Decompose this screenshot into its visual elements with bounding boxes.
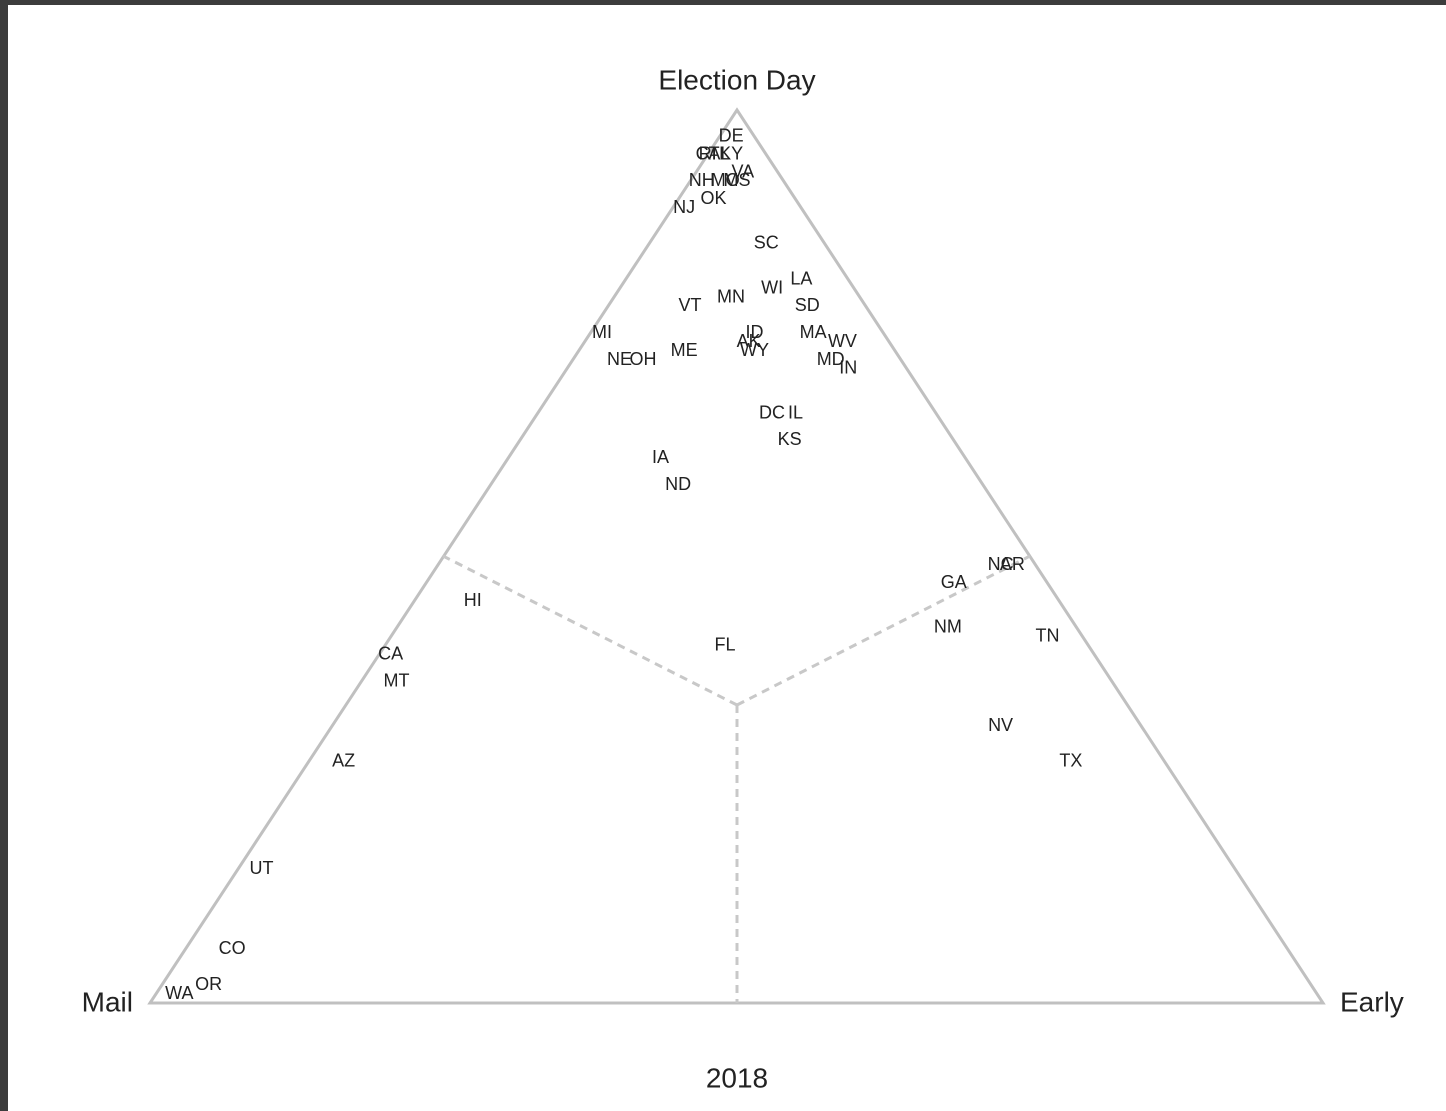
state-label: KS (778, 429, 802, 449)
state-label: MN (717, 286, 745, 306)
state-label: ID (745, 322, 763, 342)
state-label: NV (988, 715, 1013, 735)
state-label: WA (165, 983, 193, 1003)
state-label: OK (700, 188, 726, 208)
state-label: KY (719, 143, 743, 163)
state-label: ND (665, 474, 691, 494)
triangle (147, 107, 1326, 1005)
state-label: HI (464, 590, 482, 610)
state-label: NM (934, 617, 962, 637)
state-label: WV (828, 331, 857, 351)
state-label: MA (800, 322, 827, 342)
state-label: VA (731, 161, 754, 181)
state-label: CA (378, 643, 403, 663)
state-label: MD (817, 349, 845, 369)
state-label: NJ (673, 197, 695, 217)
state-label: IA (652, 447, 669, 467)
state-label: AR (1000, 554, 1025, 574)
state-label: SC (754, 233, 779, 253)
state-label: CT (696, 143, 720, 163)
state-label: AZ (332, 751, 355, 771)
state-label: MO (711, 170, 740, 190)
axis-label-top: Election Day (658, 64, 815, 95)
state-label: RI (699, 143, 717, 163)
region-divider (442, 554, 738, 707)
state-label: NC (988, 554, 1014, 574)
state-label: GA (941, 572, 967, 592)
state-label: IL (788, 402, 803, 422)
state-label: MS (723, 170, 750, 190)
state-label: CO (219, 938, 246, 958)
state-label: AK (737, 331, 761, 351)
state-label: VT (678, 295, 701, 315)
page (8, 5, 1446, 1111)
state-label: NE (607, 349, 632, 369)
state-label: FL (714, 635, 735, 655)
state-label: AL (708, 143, 730, 163)
chart-title: 2018 (706, 1062, 768, 1093)
state-label: NH (689, 170, 715, 190)
state-label: IN (839, 358, 857, 378)
state-label: WI (761, 277, 783, 297)
region-divider (736, 554, 1031, 707)
state-label: TX (1059, 751, 1082, 771)
state-label: TN (1036, 626, 1060, 646)
state-label: MT (384, 670, 410, 690)
state-label: DC (759, 402, 785, 422)
state-label: MI (592, 322, 612, 342)
axis-label-right: Early (1340, 986, 1404, 1017)
state-label: DE (719, 126, 744, 146)
state-label: ME (671, 340, 698, 360)
state-label: LA (790, 268, 812, 288)
state-label: UT (250, 858, 274, 878)
state-label: OR (195, 974, 222, 994)
state-label: WY (740, 340, 769, 360)
state-label: SD (795, 295, 820, 315)
state-label: OH (630, 349, 657, 369)
axis-label-left: Mail (82, 986, 133, 1017)
